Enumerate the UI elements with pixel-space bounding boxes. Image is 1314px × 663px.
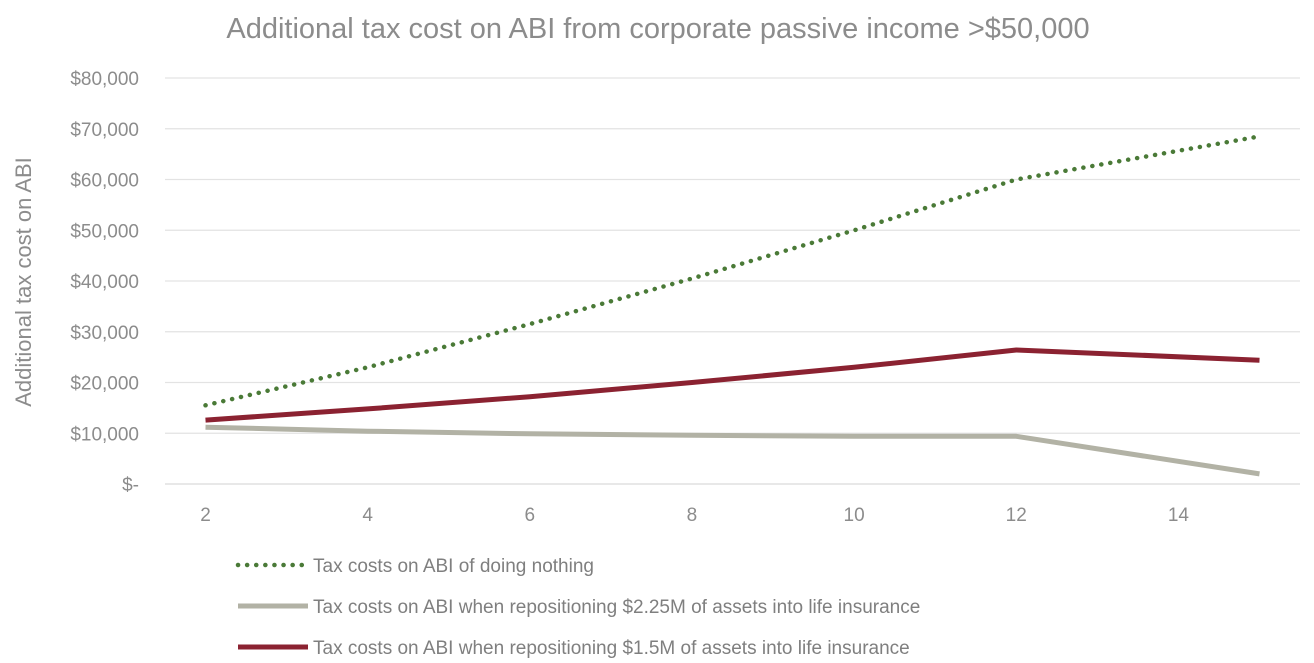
x-axis-ticks: 2 4 6 8 10 12 14 bbox=[200, 505, 1189, 526]
legend-label-2: Tax costs on ABI when repositioning $2.2… bbox=[313, 597, 920, 618]
series-line-3 bbox=[205, 347, 1260, 423]
y-tick-label: $- bbox=[122, 475, 139, 496]
x-tick-label: 10 bbox=[844, 505, 865, 526]
y-axis-ticks: $- $10,000 $20,000 $30,000 $40,000 $50,000 $60… bbox=[70, 69, 139, 496]
y-tick-label: $80,000 bbox=[70, 69, 139, 90]
legend: Tax costs on ABI of doing nothing Tax cos… bbox=[235, 556, 920, 659]
x-tick-label: 6 bbox=[525, 505, 536, 526]
y-tick-label: $50,000 bbox=[70, 221, 139, 242]
y-tick-label: $30,000 bbox=[70, 323, 139, 344]
chart-title: Additional tax cost on ABI from corporat… bbox=[226, 13, 1089, 45]
y-tick-label: $70,000 bbox=[70, 120, 139, 141]
series-line-1 bbox=[203, 134, 1262, 408]
y-tick-label: $10,000 bbox=[70, 424, 139, 445]
x-tick-label: 12 bbox=[1006, 505, 1027, 526]
y-tick-label: $20,000 bbox=[70, 374, 139, 395]
series-lines bbox=[203, 134, 1262, 477]
y-tick-label: $40,000 bbox=[70, 272, 139, 293]
x-tick-label: 8 bbox=[687, 505, 698, 526]
legend-label-1: Tax costs on ABI of doing nothing bbox=[313, 556, 594, 577]
y-tick-label: $60,000 bbox=[70, 171, 139, 192]
gridlines bbox=[165, 77, 1300, 485]
series-line-2 bbox=[205, 424, 1260, 477]
y-axis-label: Additional tax cost on ABI bbox=[11, 157, 36, 407]
x-tick-label: 14 bbox=[1168, 505, 1190, 526]
x-tick-label: 2 bbox=[200, 505, 211, 526]
legend-label-3: Tax costs on ABI when repositioning $1.5… bbox=[313, 638, 910, 659]
x-tick-label: 4 bbox=[362, 505, 373, 526]
